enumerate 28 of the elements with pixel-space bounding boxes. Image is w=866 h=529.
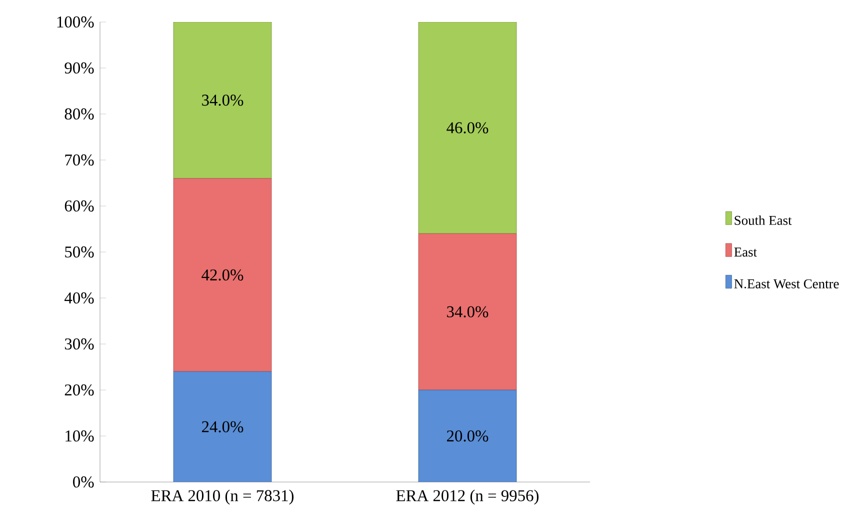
data-label: 34.0% [447,306,488,318]
y-tick-label: 60% [64,200,94,212]
bar [173,371,272,482]
legend-label: N.East West Centre [734,279,839,288]
data-label: 20.0% [446,430,488,442]
legend-label: South East [734,215,792,225]
bar [418,22,517,234]
y-tick-label: 20% [64,384,94,396]
y-tick-label: 80% [64,108,94,120]
x-tick-label: ERA 2010 (n = 7831) [151,490,294,505]
y-tick-label: 70% [65,154,94,166]
y-tick-label: 10% [66,430,94,442]
bar [173,178,272,372]
data-label: 24.0% [202,421,244,432]
data-label: 34.0% [202,94,244,106]
y-tick-label: 0% [73,476,94,488]
bar [173,22,272,179]
x-tick-label: ERA 2012 (n = 9956) [396,490,539,505]
bar [418,390,517,482]
y-tick-label: 30% [64,338,94,350]
bar [418,233,517,390]
data-label: 46.0% [446,122,488,134]
legend-label: East [734,248,757,257]
y-tick-label: 50% [65,246,94,258]
y-tick-label: 100% [57,16,94,28]
y-tick-label: 90% [64,62,94,74]
data-label: 42.0% [202,269,244,281]
y-tick-label: 40% [64,292,94,304]
